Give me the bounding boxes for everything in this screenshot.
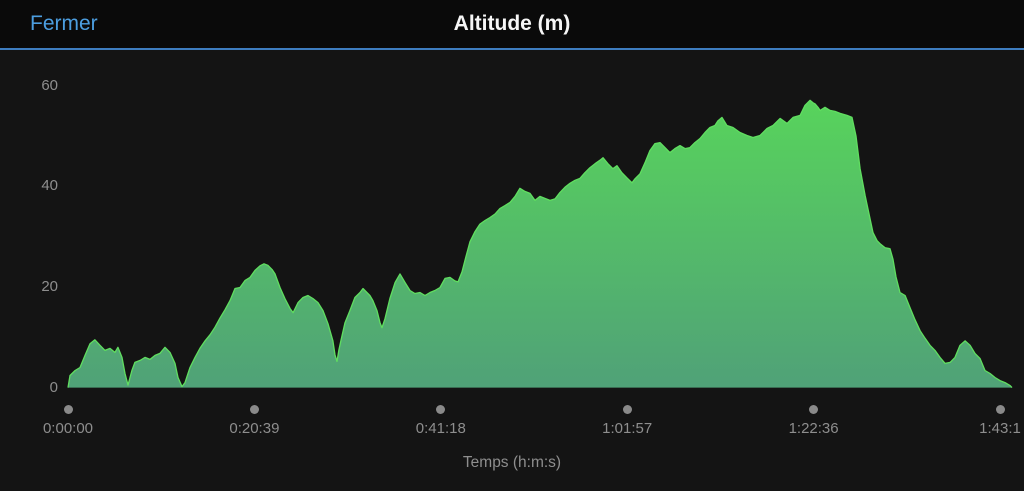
x-axis-dot xyxy=(436,405,446,414)
x-axis-dot xyxy=(63,405,73,414)
x-axis-tick-label: 1:43:1 xyxy=(979,420,1021,437)
x-axis-tick-label: 1:01:57 xyxy=(602,420,653,437)
y-axis-tick-label: 60 xyxy=(41,76,58,94)
page-title: Altitude (m) xyxy=(453,12,571,35)
x-axis-dot xyxy=(995,405,1005,414)
y-axis-tick-label: 20 xyxy=(41,278,58,295)
x-axis-tick-label: 0:00:00 xyxy=(42,420,94,437)
x-axis-title: Temps (h:m:s) xyxy=(462,454,562,471)
y-axis-tick-label: 0 xyxy=(49,378,58,396)
nav-bar: Fermer Altitude (m) xyxy=(0,0,1024,50)
elevation-area xyxy=(68,100,1012,388)
x-axis-dot xyxy=(809,405,819,414)
x-axis-tick-label: 0:20:39 xyxy=(229,420,280,437)
x-axis-tick-label: 0:41:18 xyxy=(415,420,466,437)
x-axis-tick-label: 1:22:36 xyxy=(788,420,839,437)
x-axis-dot xyxy=(249,405,259,414)
elevation-line xyxy=(67,99,1013,389)
close-button[interactable]: Fermer xyxy=(30,12,98,35)
x-axis-dot xyxy=(622,405,632,414)
y-axis-tick-label: 40 xyxy=(41,177,58,195)
